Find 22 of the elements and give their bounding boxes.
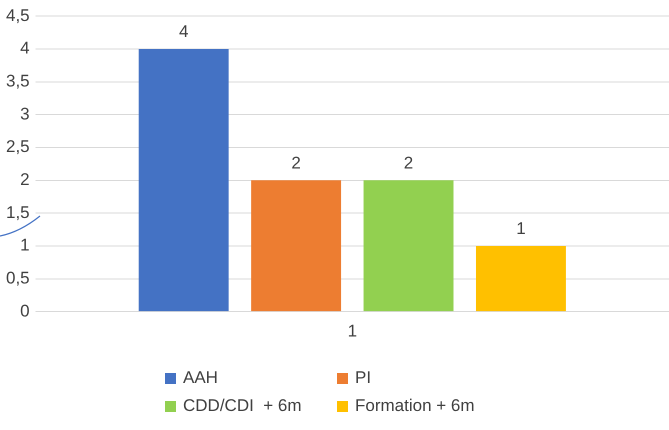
y-tick-label: 3 [20,104,30,124]
y-tick-label: 1,5 [6,202,30,222]
y-tick-label: 2 [20,170,30,189]
bar [364,180,454,312]
y-tick-label: 4,5 [6,6,30,25]
y-tick-label: 4 [20,38,30,58]
legend-label: Formation + 6m [354,396,476,416]
legend-label: PI [354,368,372,388]
bar [251,180,342,312]
data-label: 2 [291,154,301,172]
legend-label: CDD/CDI + 6m [182,396,303,416]
y-tick-label: 0 [20,301,30,320]
y-tick-label: 3,5 [6,72,30,91]
y-tick-label: 1 [20,236,30,255]
y-tick-label: 2,5 [6,137,30,156]
data-label: 1 [516,219,526,238]
y-tick-label: 0,5 [6,268,30,288]
bar [138,49,229,312]
data-label: 2 [404,154,414,172]
legend-label: AAH [182,368,219,388]
bar [476,246,566,312]
data-label: 4 [178,22,188,42]
